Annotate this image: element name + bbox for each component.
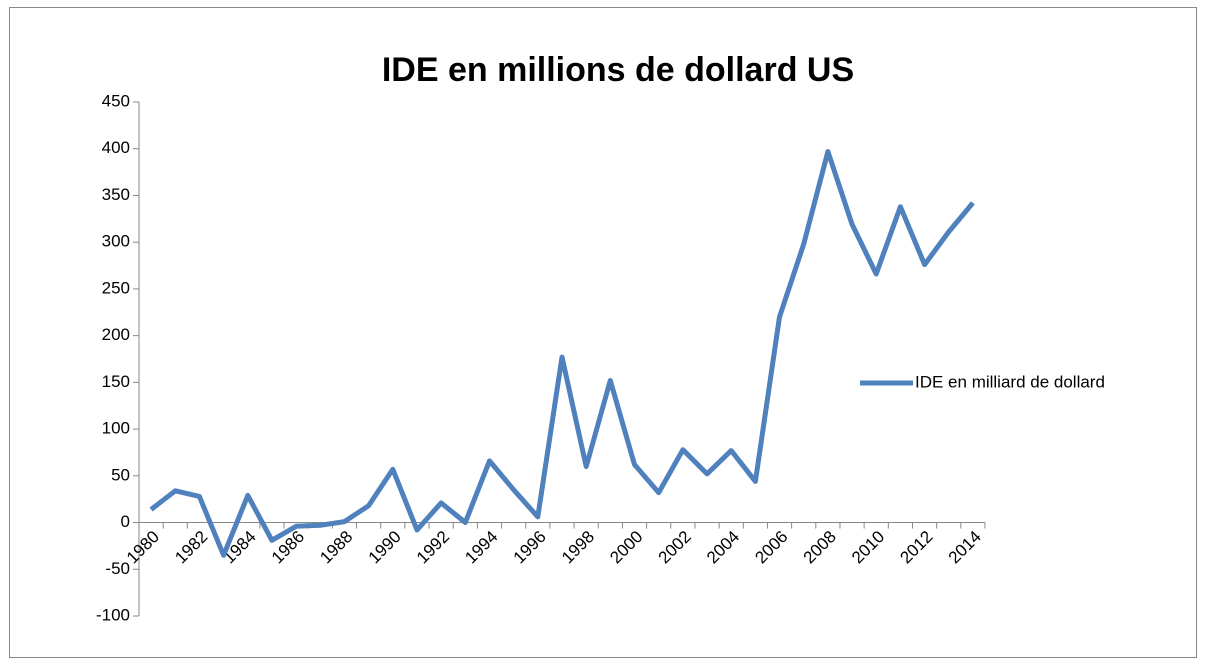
y-tick-label: 100 xyxy=(102,419,130,438)
y-tick-label: 300 xyxy=(102,232,130,251)
y-tick-label: 350 xyxy=(102,185,130,204)
y-tick-label: 50 xyxy=(111,465,130,484)
y-tick-label: 450 xyxy=(102,91,130,110)
y-tick-label: -100 xyxy=(96,605,130,624)
legend-label: IDE en milliard de dollard xyxy=(915,372,1105,391)
line-series xyxy=(149,149,975,558)
y-tick-label: 0 xyxy=(121,512,130,531)
y-tick-label: -50 xyxy=(105,559,130,578)
y-tick-label: 150 xyxy=(102,372,130,391)
chart-border xyxy=(9,7,1197,658)
y-tick-label: 400 xyxy=(102,138,130,157)
y-tick-label: 200 xyxy=(102,325,130,344)
chart-title: IDE en millions de dollard US xyxy=(382,51,854,89)
y-tick-label: 250 xyxy=(102,278,130,297)
